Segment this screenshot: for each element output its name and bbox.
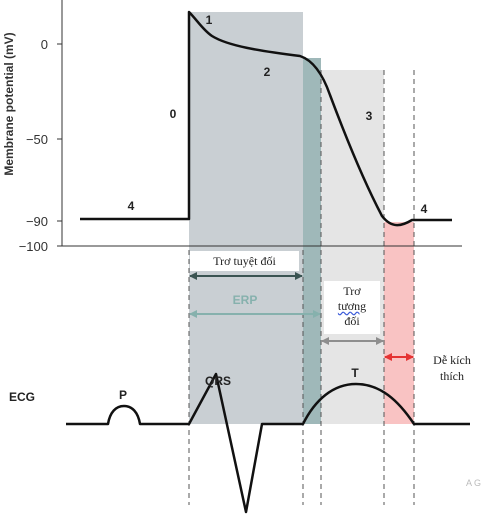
ecg-label: ECG (9, 390, 35, 404)
supernormal-period-shade (384, 222, 414, 424)
supernormal-line: Dễ kích (433, 353, 471, 367)
dashed-markers (188, 70, 415, 505)
ecg-t-label: T (351, 366, 359, 380)
phase-label-3: 3 (366, 109, 373, 123)
y-tick-label: −100 (19, 239, 48, 254)
relative-refractory-line: đối (344, 314, 360, 328)
supernormal-label: Dễ kích thích (422, 352, 482, 384)
relative-refractory-label: Trơ tương đối (324, 281, 380, 334)
ecg-p-label: P (119, 388, 127, 402)
watermark: A G (466, 478, 481, 488)
y-tick-label: −90 (26, 214, 48, 229)
ecg-bottom-cover (189, 424, 415, 517)
relative-refractory-line: Trơ (343, 284, 361, 298)
relative-refractory-line: tương (337, 299, 367, 313)
erp-label: ERP (233, 293, 258, 307)
relative-refractory-shade (321, 70, 384, 424)
phase-label-4-right: 4 (421, 202, 428, 216)
phase-label-0: 0 (170, 107, 177, 121)
absolute-refractory-label: Trơ tuyệt đối (190, 251, 299, 271)
ecg-trace (66, 372, 470, 514)
phase-label-4-left: 4 (128, 199, 135, 213)
y-tick-label: −50 (26, 132, 48, 147)
absolute-refractory-text: Trơ tuyệt đối (213, 254, 276, 268)
erp-extension-shade (303, 58, 321, 424)
action-potential-curve (80, 10, 452, 227)
supernormal-line: thích (440, 369, 464, 383)
ecg-qrs-label: QRS (205, 374, 231, 388)
y-axis-label: Membrane potential (mV) (2, 32, 16, 175)
phase-label-2: 2 (264, 65, 271, 79)
y-ticks (57, 43, 62, 247)
absolute-refractory-shade (189, 12, 303, 424)
phase-label-1: 1 (206, 13, 213, 27)
y-tick-label: 0 (41, 37, 48, 52)
